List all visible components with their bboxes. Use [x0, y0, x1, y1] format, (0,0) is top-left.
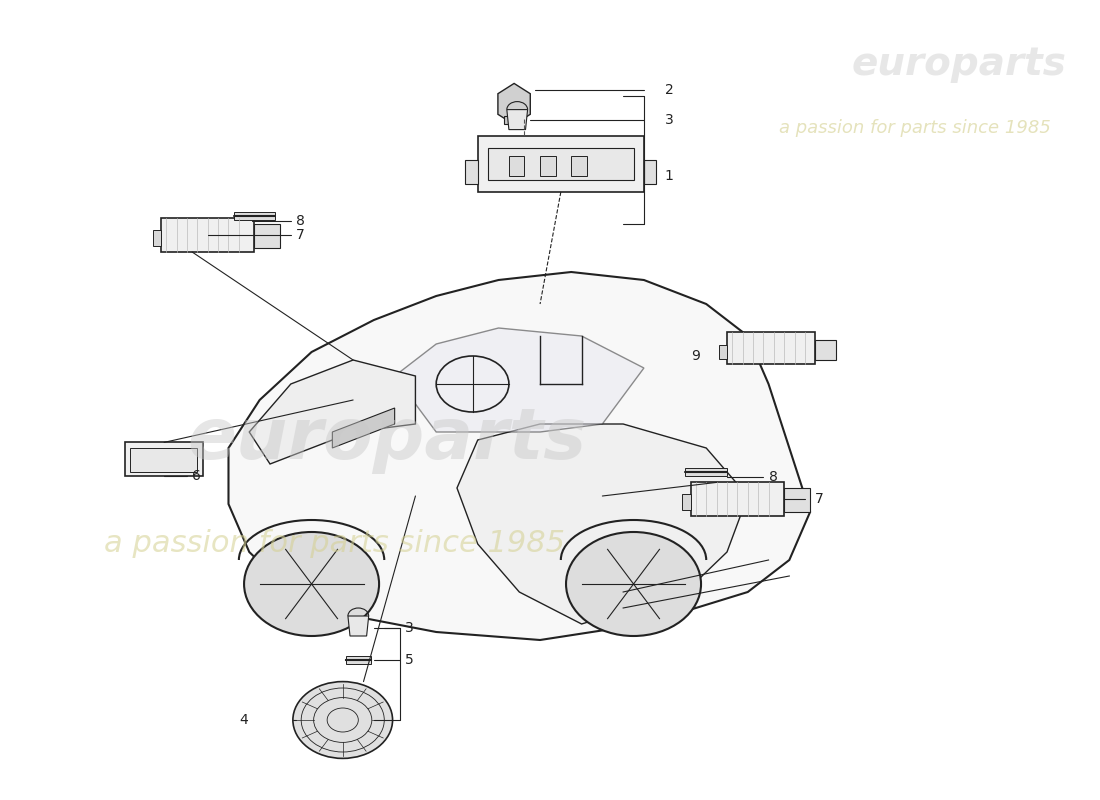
Bar [488, 148, 634, 180]
Bar [784, 488, 810, 512]
Bar [153, 230, 161, 246]
Text: a passion for parts since 1985: a passion for parts since 1985 [779, 119, 1050, 137]
Text: europarts: europarts [851, 45, 1067, 83]
Text: 4: 4 [239, 713, 248, 727]
Text: 7: 7 [296, 228, 305, 242]
Bar [685, 468, 727, 476]
Bar [682, 494, 691, 510]
Text: 3: 3 [664, 113, 673, 127]
Bar [644, 160, 657, 184]
Bar [540, 156, 556, 176]
Bar [477, 136, 644, 192]
Polygon shape [332, 408, 395, 448]
Polygon shape [348, 616, 369, 636]
Text: 7: 7 [815, 492, 824, 506]
Text: 6: 6 [192, 469, 201, 483]
Text: a passion for parts since 1985: a passion for parts since 1985 [103, 530, 565, 558]
Bar [509, 156, 525, 176]
Bar [130, 448, 197, 472]
Circle shape [566, 532, 701, 636]
Polygon shape [229, 272, 810, 640]
Text: 5: 5 [405, 653, 414, 667]
Bar [161, 218, 254, 252]
Polygon shape [456, 424, 748, 624]
Text: 3: 3 [405, 621, 414, 635]
Bar [727, 332, 815, 364]
Polygon shape [250, 360, 416, 464]
Text: 1: 1 [664, 169, 673, 183]
Polygon shape [395, 328, 644, 432]
Text: 8: 8 [769, 470, 778, 484]
Bar [691, 482, 784, 516]
Bar [571, 156, 586, 176]
Bar [345, 656, 371, 664]
Text: 8: 8 [296, 214, 305, 228]
Text: 2: 2 [664, 82, 673, 97]
Bar [718, 345, 727, 359]
Bar [254, 224, 280, 248]
Text: europarts: europarts [187, 406, 586, 474]
Polygon shape [498, 83, 530, 125]
Circle shape [293, 682, 393, 758]
Bar [233, 212, 275, 220]
Circle shape [244, 532, 380, 636]
Bar [815, 340, 836, 360]
Polygon shape [507, 110, 528, 130]
Bar [465, 160, 477, 184]
Bar [504, 116, 525, 124]
Text: 9: 9 [691, 349, 700, 363]
Bar [124, 442, 202, 476]
